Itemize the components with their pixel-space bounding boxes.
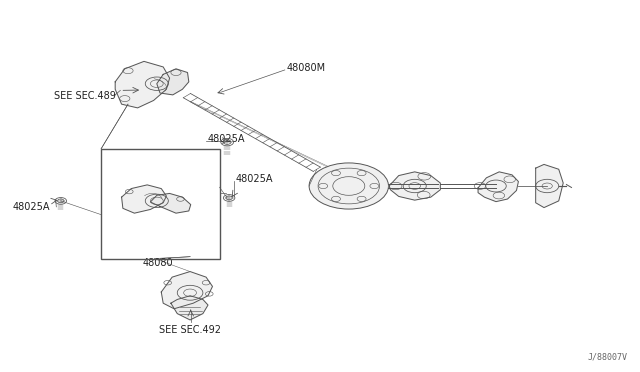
Text: 48080: 48080 (142, 259, 173, 268)
Polygon shape (161, 272, 212, 309)
Text: J/88007V: J/88007V (588, 353, 627, 362)
Polygon shape (389, 172, 440, 200)
Polygon shape (536, 164, 563, 208)
Polygon shape (150, 193, 191, 213)
Text: 48025A: 48025A (13, 202, 51, 212)
Text: SEE SEC.492: SEE SEC.492 (159, 326, 221, 335)
Text: 48025A: 48025A (236, 174, 273, 184)
Text: 48025A: 48025A (208, 134, 246, 144)
Polygon shape (157, 69, 189, 95)
Text: SEE SEC.489: SEE SEC.489 (54, 91, 116, 101)
Polygon shape (171, 296, 208, 320)
Circle shape (309, 163, 388, 209)
Polygon shape (478, 172, 518, 202)
Text: 48080M: 48080M (287, 63, 326, 73)
Polygon shape (122, 185, 166, 213)
Polygon shape (115, 61, 170, 108)
Bar (101, 149, 220, 259)
